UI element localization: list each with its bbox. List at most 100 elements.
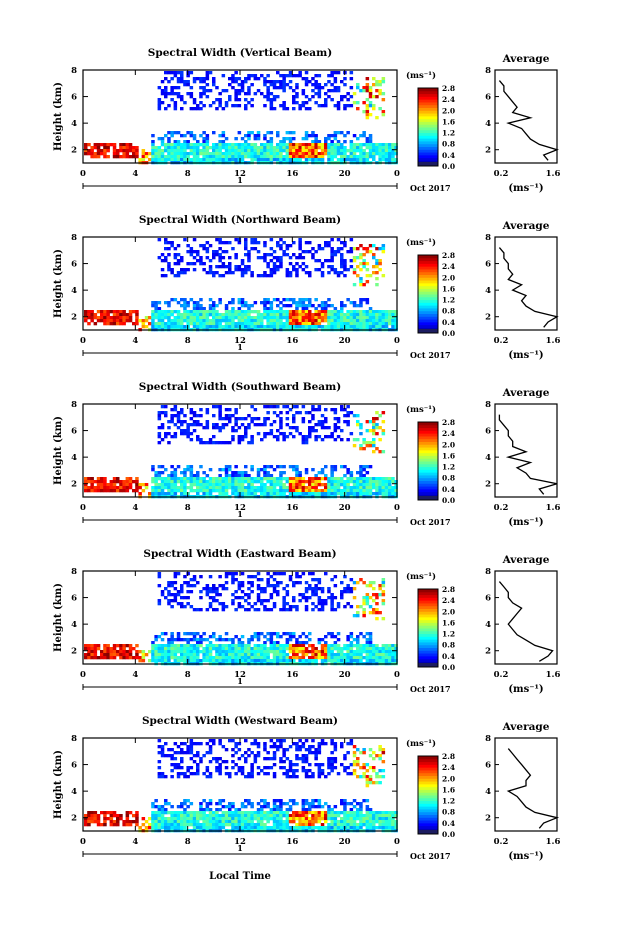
- heatmap-cell: [368, 137, 373, 141]
- heatmap-cell: [234, 253, 238, 257]
- heatmap-cell: [234, 465, 238, 469]
- heatmap-cell: [317, 650, 322, 654]
- heatmap-cell: [199, 590, 203, 594]
- heatmap-cell: [167, 265, 171, 269]
- heatmap-cell: [279, 471, 283, 475]
- heatmap-cell: [333, 647, 338, 651]
- heatmap-cell: [333, 134, 338, 138]
- heatmap-cell: [372, 322, 376, 326]
- heatmap-cell: [109, 820, 114, 824]
- heatmap-cell: [365, 659, 370, 663]
- heatmap-cell: [183, 429, 187, 433]
- heatmap-cell: [349, 301, 354, 305]
- heatmap-cell: [87, 811, 91, 815]
- heatmap-cell: [356, 489, 360, 493]
- heatmap-cell: [157, 760, 162, 764]
- heatmap-cell: [189, 486, 194, 490]
- x-tick-label: 0: [394, 670, 400, 680]
- heatmap-cell: [375, 146, 379, 150]
- heatmap-cell: [359, 313, 363, 317]
- heatmap-cell: [237, 471, 242, 475]
- colorbar-segment: [418, 591, 438, 596]
- heatmap-cell: [202, 313, 206, 317]
- heatmap-cell: [250, 158, 254, 162]
- heatmap-cell: [192, 250, 197, 254]
- heatmap-cell: [282, 656, 286, 660]
- heatmap-cell: [346, 405, 350, 409]
- heatmap-cell: [221, 805, 226, 809]
- heatmap-cell: [327, 486, 331, 490]
- heatmap-cell: [301, 89, 306, 93]
- heatmap-cell: [375, 417, 379, 421]
- heatmap-cell: [311, 155, 315, 159]
- heatmap-cell: [256, 89, 261, 93]
- heatmap-cell: [272, 319, 277, 323]
- heatmap-cell: [256, 250, 261, 254]
- heatmap-cell: [192, 325, 197, 329]
- heatmap-cell: [378, 262, 382, 266]
- heatmap-cell: [224, 155, 229, 159]
- heatmap-cell: [90, 155, 94, 159]
- heatmap-cell: [356, 158, 360, 162]
- heatmap-cell: [253, 322, 258, 326]
- heatmap-cell: [384, 149, 389, 153]
- heatmap-cell: [218, 301, 222, 305]
- heatmap-cell: [218, 644, 222, 648]
- heatmap-cell: [189, 313, 194, 317]
- heatmap-cell: [340, 241, 344, 245]
- heatmap-cell: [180, 325, 184, 329]
- heatmap-cell: [320, 274, 325, 278]
- heatmap-cell: [295, 319, 299, 323]
- heatmap-cell: [279, 244, 283, 248]
- heatmap-cell: [237, 644, 242, 648]
- heatmap-cell: [234, 817, 238, 821]
- heatmap-cell: [381, 274, 386, 278]
- heatmap-cell: [180, 760, 184, 764]
- heatmap-cell: [218, 820, 222, 824]
- heatmap-cell: [176, 77, 181, 81]
- heatmap-cell: [208, 298, 213, 302]
- heatmap-cell: [170, 435, 174, 439]
- heatmap-cell: [234, 104, 238, 108]
- heatmap-cell: [359, 280, 363, 284]
- heatmap-cell: [330, 256, 334, 260]
- heatmap-cell: [301, 572, 306, 576]
- heatmap-cell: [90, 483, 94, 487]
- heatmap-cell: [381, 584, 386, 588]
- heatmap-cell: [234, 590, 238, 594]
- heatmap-cell: [196, 471, 200, 475]
- heatmap-cell: [212, 322, 216, 326]
- heatmap-cell: [356, 635, 360, 639]
- heatmap-cell: [349, 432, 354, 436]
- colorbar-segment: [418, 474, 438, 479]
- heatmap-cell: [333, 316, 338, 320]
- heatmap-cell: [186, 820, 190, 824]
- heatmap-cell: [119, 644, 123, 648]
- heatmap-cell: [208, 322, 213, 326]
- heatmap-cell: [279, 322, 283, 326]
- heatmap-cell: [231, 578, 235, 582]
- heatmap-cell: [298, 644, 302, 648]
- heatmap-cell: [388, 486, 392, 490]
- heatmap-cell: [208, 751, 213, 755]
- heatmap-cell: [266, 146, 270, 150]
- heatmap-cell: [87, 647, 91, 651]
- heatmap-cell: [368, 647, 373, 651]
- heatmap-cell: [250, 468, 254, 472]
- heatmap-cell: [285, 316, 290, 320]
- heatmap-cell: [375, 659, 379, 663]
- heatmap-cell: [96, 477, 101, 481]
- heatmap-cell: [349, 316, 354, 320]
- heatmap-cell: [272, 486, 277, 490]
- heatmap-cell: [288, 608, 293, 612]
- heatmap-cell: [336, 420, 341, 424]
- colorbar-segment: [418, 469, 438, 473]
- heatmap-cell: [282, 605, 286, 609]
- heatmap-cell: [314, 149, 318, 153]
- heatmap-cell: [378, 83, 382, 87]
- heatmap-cell: [199, 817, 203, 821]
- heatmap-cell: [231, 805, 235, 809]
- heatmap-cell: [189, 647, 194, 651]
- heatmap-cell: [221, 653, 226, 657]
- avg-y-tick-label: 2: [485, 647, 491, 657]
